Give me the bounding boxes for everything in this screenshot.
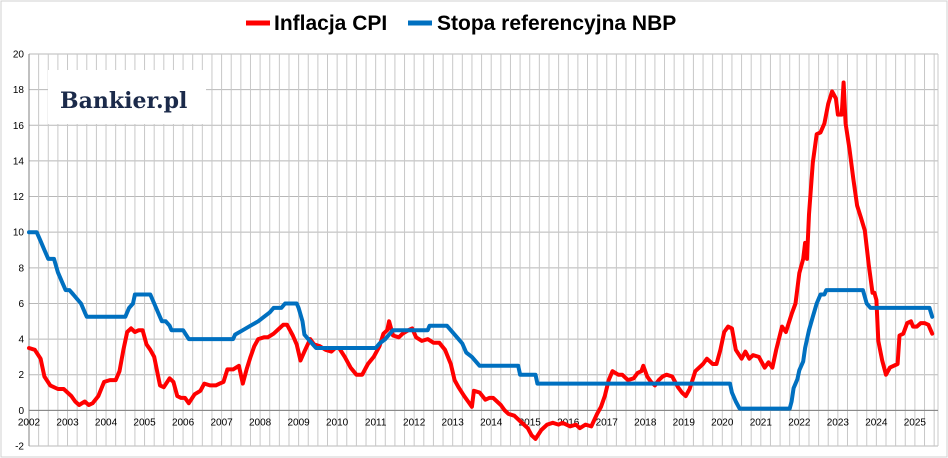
x-tick-label: 2005 (133, 417, 156, 428)
y-tick-label: 20 (13, 50, 25, 61)
x-tick-label: 2014 (480, 417, 503, 428)
x-tick-label: 2004 (95, 417, 118, 428)
x-axis-tick-labels: 2002 2003 2004 2005 2006 2007 2008 2009 2010 2011… (18, 417, 927, 428)
x-tick-label: 2012 (403, 417, 426, 428)
x-tick-label: 2013 (442, 417, 465, 428)
x-tick-label: 2010 (326, 417, 349, 428)
x-tick-label: 2024 (865, 417, 888, 428)
x-tick-label: 2008 (249, 417, 272, 428)
series-line-nbp-rate (27, 230, 935, 411)
logo-background (48, 70, 206, 124)
x-tick-label: 2011 (365, 417, 387, 428)
x-tick-label: 2018 (634, 417, 657, 428)
x-tick-label: 2017 (596, 417, 619, 428)
x-tick-label: 2003 (56, 417, 79, 428)
y-tick-label: 4 (18, 335, 24, 346)
x-tick-label: 2016 (557, 417, 580, 428)
series-line-cpi (27, 80, 935, 441)
logo-text: Bankier.pl (60, 88, 187, 114)
x-tick-label: 2022 (788, 417, 811, 428)
y-tick-label: 14 (13, 156, 25, 167)
y-tick-label: 10 (13, 228, 25, 239)
x-tick-label: 2006 (172, 417, 195, 428)
x-tick-label: 2009 (287, 417, 310, 428)
x-tick-label: 2025 (904, 417, 927, 428)
y-tick-label: 12 (13, 192, 25, 203)
x-tick-label: 2023 (827, 417, 850, 428)
x-tick-label: 2002 (18, 417, 41, 428)
x-tick-label: 2007 (210, 417, 233, 428)
x-tick-label: 2015 (519, 417, 542, 428)
y-axis-tick-labels: -2 0 2 4 6 8 10 12 14 16 18 20 (13, 50, 25, 453)
bankier-logo: Bankier.pl (48, 70, 206, 124)
series-lines (27, 80, 935, 441)
y-tick-label: 0 (18, 406, 24, 417)
x-tick-label: 2021 (750, 417, 773, 428)
legend-label-nbp: Stopa referencyjna NBP (437, 12, 676, 35)
x-tick-label: 2020 (711, 417, 734, 428)
y-tick-label: 8 (18, 263, 24, 274)
legend-label-cpi: Inflacja CPI (274, 12, 387, 35)
legend: Inflacja CPI Stopa referencyjna NBP (246, 12, 676, 35)
y-tick-label: 16 (13, 121, 25, 132)
y-tick-label: -2 (15, 442, 24, 453)
y-tick-label: 2 (18, 370, 24, 381)
y-tick-label: 18 (13, 85, 25, 96)
x-tick-label: 2019 (673, 417, 696, 428)
y-tick-label: 6 (18, 299, 24, 310)
